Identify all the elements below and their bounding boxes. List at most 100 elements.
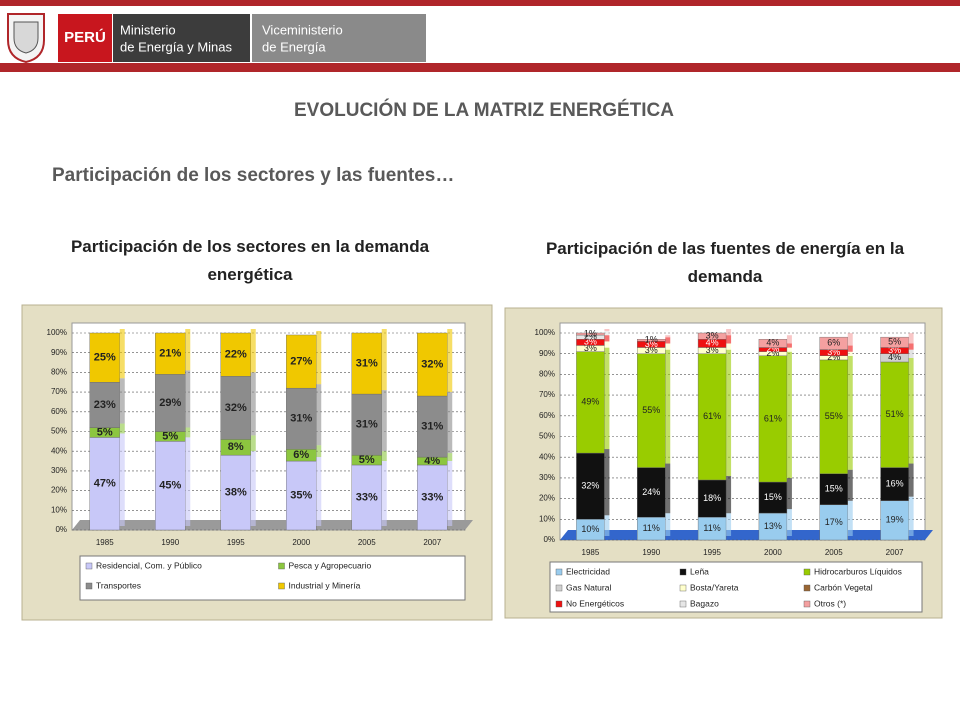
y-tick-label: 60% (539, 411, 555, 420)
value-label: 15% (764, 492, 782, 502)
bar-side (447, 460, 453, 526)
y-tick-label: 80% (539, 370, 555, 379)
bar-side (381, 390, 387, 452)
plot-floor (72, 520, 473, 530)
legend-swatch (278, 562, 285, 570)
bar-segment (89, 332, 120, 383)
legend-swatch (278, 582, 285, 590)
legend-swatch (85, 582, 93, 590)
bar-segment (417, 464, 448, 531)
bar-segment (758, 512, 788, 541)
bar-side (316, 457, 322, 526)
bar-side (119, 378, 125, 424)
bar-segment (155, 441, 186, 531)
value-label: 23% (94, 399, 116, 411)
y-tick-label: 40% (51, 446, 67, 455)
legend-swatch (803, 568, 811, 576)
bar-segment (819, 504, 848, 541)
value-label: 29% (159, 397, 181, 409)
bar-side (604, 347, 610, 450)
y-tick-label: 20% (539, 494, 555, 503)
value-label: 5% (97, 426, 113, 438)
value-label: 15% (825, 484, 843, 494)
plot-floor (560, 530, 933, 540)
value-label: 2% (766, 344, 779, 354)
value-label: 2% (584, 332, 597, 342)
bar-side (726, 475, 732, 514)
value-label: 31% (356, 419, 378, 431)
bar-side (604, 515, 610, 536)
legend-label: Bagazo (690, 598, 719, 608)
y-tick-label: 50% (539, 432, 555, 441)
x-tick-label: 2005 (825, 548, 843, 557)
bar-segment (819, 359, 848, 474)
legend-swatch (679, 568, 687, 576)
x-tick-label: 1990 (161, 538, 179, 547)
plot-area (71, 322, 466, 531)
slide-subtitle: Participación de los sectores y las fuen… (52, 165, 455, 186)
bar-side (665, 335, 671, 338)
legend-box (79, 555, 466, 601)
bar-side (316, 330, 322, 385)
value-label: 31% (421, 420, 443, 432)
bar-side (786, 335, 792, 344)
y-tick-label: 70% (51, 387, 67, 396)
bar-side (847, 345, 853, 352)
y-tick-label: 10% (51, 505, 67, 514)
bar-side (185, 370, 191, 428)
legend-label: Transportes (96, 580, 141, 590)
x-tick-label: 2005 (358, 538, 376, 547)
value-label: 3% (584, 343, 597, 353)
bar-side (185, 329, 191, 371)
bar-side (447, 453, 453, 461)
bar-side (604, 331, 610, 336)
x-tick-label: 2007 (886, 548, 904, 557)
value-label: 11% (643, 523, 660, 533)
bar-segment (758, 355, 788, 483)
legend-swatch (555, 600, 563, 608)
bar-side (847, 469, 853, 501)
value-label: 13% (764, 521, 782, 531)
legend-swatch (555, 568, 563, 576)
legend-label: Pesca y Agropecuario (289, 560, 372, 570)
value-label: 3% (584, 337, 597, 347)
bar-side (665, 463, 671, 514)
bar-side (908, 333, 914, 344)
value-label: 2% (827, 352, 840, 362)
bar-side (381, 460, 387, 526)
bar-side (665, 349, 671, 464)
y-tick-label: 80% (51, 368, 67, 377)
bar-side (316, 445, 322, 458)
value-label: 32% (581, 481, 599, 491)
chart-title: Participación de las fuentes de energía … (545, 239, 905, 286)
value-label: 4% (888, 352, 901, 362)
value-label: 49% (581, 397, 599, 407)
x-tick-label: 1990 (642, 548, 660, 557)
y-tick-label: 70% (539, 390, 555, 399)
ministry-line: de Energía y Minas (120, 39, 233, 54)
bar-side (908, 496, 914, 536)
bar-side (908, 463, 914, 497)
value-label: 6% (293, 449, 309, 461)
bar-side (119, 329, 125, 379)
value-label: 10% (581, 524, 599, 534)
bar-segment (576, 351, 605, 454)
bar-side (119, 433, 125, 526)
value-label: 61% (764, 413, 782, 423)
bar-side (726, 335, 732, 344)
bar-side (908, 357, 914, 464)
value-label: 55% (642, 405, 660, 415)
value-label: 16% (886, 478, 904, 488)
value-label: 47% (94, 478, 116, 490)
y-tick-label: 40% (539, 452, 555, 461)
y-tick-label: 20% (51, 486, 67, 495)
value-label: 5% (359, 454, 375, 466)
legend-swatch (803, 584, 811, 592)
bar-segment (697, 353, 727, 481)
bar-side (726, 513, 732, 536)
x-tick-label: 2007 (423, 538, 441, 547)
legend-label: Leña (690, 566, 709, 576)
bar-segment (89, 382, 120, 428)
bar-side (250, 451, 256, 526)
